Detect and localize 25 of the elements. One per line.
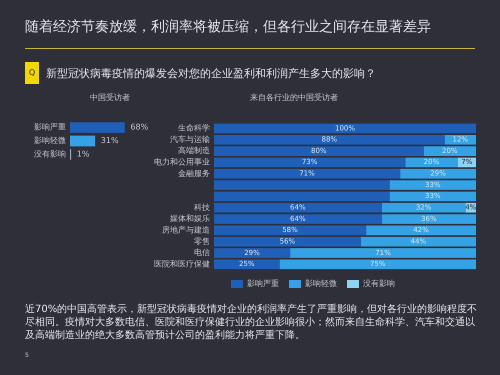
- y-tick-label: 零售: [194, 236, 210, 246]
- legend-label: 没有影响: [363, 279, 395, 288]
- chart-title: 中国受访者: [90, 92, 130, 103]
- data-label: 31%: [100, 136, 119, 146]
- text: 近70%的中国高管表示，新型冠状病毒疫情对企业的利润率产生了严重影响，但对各行业的影响程度不尽相同。疫情对大多数电信、医院和医疗保健行业的企业影响很小；然而来自生命科学、汽车和交通以及高端制造业的绝大多数高管预计公司的盈利能力将严重下降。: [25, 303, 478, 342]
- y-tick-label: 影响严重: [34, 122, 66, 132]
- legend-label: 影响轻微: [305, 279, 337, 288]
- legend-label: 影响严重: [247, 279, 279, 288]
- y-tick-label: 科技: [194, 202, 210, 212]
- text: 随着经济节奏放缓，利润率将被压缩，但各行业之间存在显著差异: [25, 18, 431, 36]
- y-tick-label: 影响轻微: [34, 136, 66, 146]
- y-tick-label: 生命科学: [178, 124, 210, 133]
- y-tick-label: 媒体和娱乐: [170, 214, 210, 224]
- data-label: 68%: [130, 122, 149, 132]
- y-tick-label: 金融服务: [178, 168, 210, 178]
- y-tick-label: 汽车与运输: [170, 134, 210, 144]
- chart-title: 来自各行业的中国受访者: [250, 92, 338, 103]
- y-tick-label: 电信: [194, 248, 210, 258]
- y-tick-label: 电力和公用事业: [154, 158, 210, 167]
- y-tick-label: 没有影响: [34, 150, 66, 159]
- y-tick-label: 房地产与建造: [162, 225, 210, 234]
- y-tick-label: 高端制造: [178, 146, 210, 156]
- data-label: 1%: [76, 150, 90, 159]
- text: 新型冠状病毒疫情的爆发会对您的企业盈利和利润产生多大的影响？: [46, 66, 376, 81]
- y-tick-label: 医院和医疗保健: [154, 259, 210, 268]
